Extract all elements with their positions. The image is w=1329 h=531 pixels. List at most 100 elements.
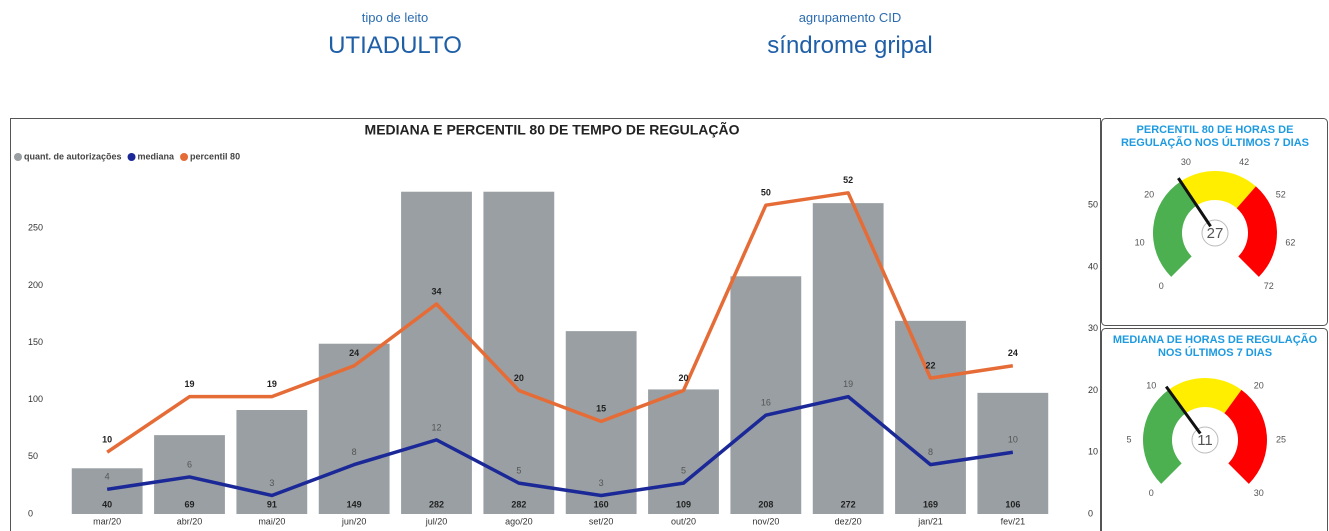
x-tick-label: jul/20 [425, 516, 448, 526]
gauge-band [1153, 181, 1197, 277]
y2-tick-label: 0 [1088, 508, 1093, 518]
data-label: 282 [511, 499, 526, 509]
gauge-value: 11 [1197, 432, 1213, 449]
data-label: 282 [429, 499, 444, 509]
bar [483, 191, 555, 514]
bar [812, 203, 884, 514]
y-tick-label: 50 [28, 451, 38, 461]
legend-marker [127, 153, 136, 161]
y2-tick-label: 20 [1088, 385, 1098, 395]
data-label: 4 [105, 472, 110, 482]
data-label: 40 [102, 499, 112, 509]
data-label: 22 [925, 360, 935, 370]
data-label: 5 [681, 465, 686, 475]
gauge-band [1236, 186, 1277, 277]
y-tick-label: 200 [28, 280, 43, 290]
gauge-value: 27 [1207, 225, 1224, 242]
x-tick-label: jun/20 [341, 516, 367, 526]
data-label: 10 [1008, 435, 1018, 445]
data-label: 149 [347, 499, 362, 509]
bar [71, 468, 143, 514]
filter-value[interactable]: UTIADULTO [328, 32, 462, 59]
x-tick-label: fev/21 [1001, 516, 1026, 526]
gauge-tick-label: 52 [1276, 189, 1286, 199]
y2-tick-label: 40 [1088, 261, 1098, 271]
line [106, 394, 1014, 498]
gauge-tick-label: 25 [1276, 434, 1286, 444]
chart-title: MEDIANA E PERCENTIL 80 DE TEMPO DE REGUL… [365, 121, 740, 138]
data-label: 208 [758, 499, 773, 509]
x-tick-label: set/20 [589, 516, 614, 526]
gauge-tick-label: 5 [1126, 434, 1131, 444]
gauge-band [1168, 378, 1242, 414]
y2-tick-label: 10 [1088, 447, 1098, 457]
bar [318, 343, 390, 514]
data-label: 34 [431, 286, 441, 296]
gauge-band [1143, 389, 1186, 484]
data-label: 106 [1005, 499, 1020, 509]
data-label: 20 [514, 373, 524, 383]
gauge-tick-label: 42 [1239, 157, 1249, 167]
x-tick-label: nov/20 [752, 516, 779, 526]
bar [648, 389, 719, 514]
y2-tick-label: 30 [1088, 323, 1098, 333]
gauge-tick-label: 30 [1254, 488, 1264, 498]
gauge-center [1201, 219, 1229, 247]
data-label: 16 [761, 398, 771, 408]
x-tick-label: mar/20 [93, 516, 121, 526]
bar [401, 191, 472, 514]
y-tick-label: 250 [28, 223, 43, 233]
data-label: 3 [599, 478, 604, 488]
legend-label: percentil 80 [190, 151, 240, 161]
data-label: 169 [923, 499, 938, 509]
data-label: 8 [352, 447, 357, 457]
x-tick-label: out/20 [671, 516, 696, 526]
filter-label: agrupamento CID [798, 10, 902, 25]
gauge-tick-label: 0 [1159, 281, 1164, 291]
filter-value[interactable]: síndrome gripal [767, 32, 933, 59]
gauge-title: PERCENTIL 80 DE HORAS DE REGULAÇÃO NOS Ú… [1120, 124, 1310, 149]
y-tick-label: 0 [28, 508, 33, 518]
data-label: 160 [594, 499, 609, 509]
gauge-tick-label: 10 [1135, 237, 1145, 247]
data-label: 50 [761, 188, 771, 198]
legend-label: mediana [138, 151, 176, 161]
x-tick-label: jan/21 [917, 516, 943, 526]
bar [154, 435, 225, 514]
gauge-tick-label: 20 [1254, 381, 1264, 391]
data-label: 19 [843, 379, 853, 389]
gauge-frame [1101, 118, 1328, 326]
data-label: 19 [184, 379, 194, 389]
data-label: 91 [267, 499, 277, 509]
x-tick-label: mai/20 [258, 516, 285, 526]
gauge-tick-label: 20 [1144, 189, 1154, 199]
data-label: 272 [841, 499, 856, 509]
legend-marker [180, 153, 189, 161]
data-label: 69 [184, 499, 194, 509]
y-tick-label: 100 [28, 394, 43, 404]
gauge-band [1224, 389, 1267, 484]
y-tick-label: 150 [28, 337, 43, 347]
gauge-tick-label: 72 [1264, 281, 1274, 291]
gauge-title: MEDIANA DE HORAS DE REGULAÇÃO NOS ÚLTIMO… [1112, 334, 1318, 359]
data-label: 5 [516, 465, 521, 475]
data-label: 6 [187, 459, 192, 469]
gauge-tick-label: 62 [1285, 237, 1295, 247]
data-label: 8 [928, 447, 933, 457]
data-label: 12 [431, 422, 441, 432]
gauge-needle [1164, 385, 1202, 435]
legend-marker [14, 153, 22, 161]
legend-label: quant. de autorizações [24, 151, 122, 161]
data-label: 20 [678, 373, 688, 383]
y2-tick-label: 50 [1088, 200, 1098, 210]
data-label: 109 [676, 499, 691, 509]
gauge-band [1180, 171, 1256, 209]
gauge-needle [1177, 177, 1212, 228]
data-label: 10 [102, 435, 112, 445]
data-label: 19 [267, 379, 277, 389]
data-label: 24 [1008, 348, 1018, 358]
bar [895, 320, 966, 514]
gauge-tick-label: 30 [1181, 157, 1191, 167]
filter-label: tipo de leito [361, 10, 429, 25]
